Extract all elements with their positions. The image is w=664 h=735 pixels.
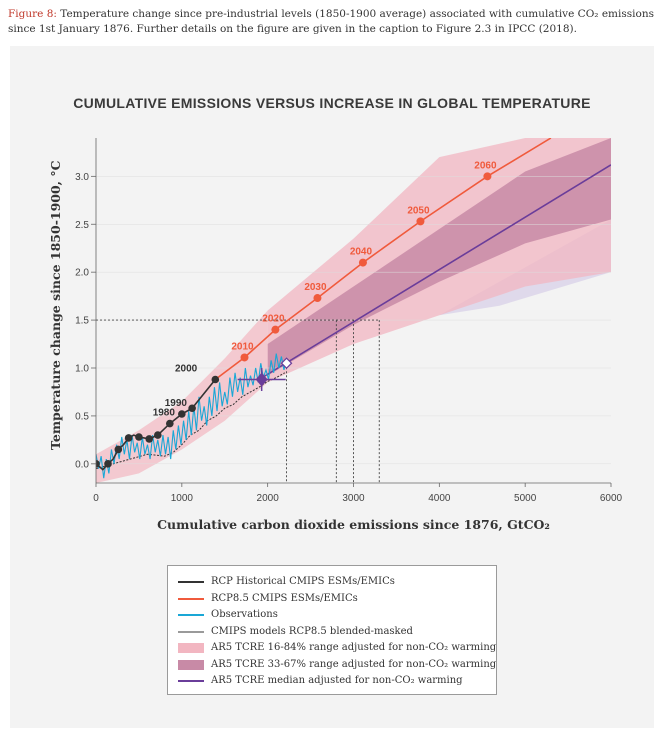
x-tick-label: 6000 (600, 493, 623, 504)
tcre-median-line (258, 164, 611, 381)
historical-point (154, 431, 162, 439)
legend-label: CMIPS models RCP8.5 blended-masked (211, 625, 413, 637)
legend-label: AR5 TCRE 16-84% range adjusted for non-C… (211, 642, 497, 653)
year-label: 2020 (262, 314, 285, 325)
historical-point (166, 419, 174, 428)
caption-line-1: Temperature change since pre-industrial … (60, 8, 654, 20)
legend-label: RCP Historical CMIPS ESMs/EMICs (211, 576, 395, 587)
year-label: 2000 (175, 364, 198, 375)
y-tick-label: 0.0 (75, 459, 89, 470)
rcp85-point (271, 325, 280, 334)
legend-item: RCP8.5 CMIPS ESMs/EMICs (178, 591, 490, 606)
y-axis-label: Temperature change since 1850-1900, °C (48, 160, 63, 450)
y-tick-label: 2.0 (75, 268, 89, 279)
legend-item: Observations (178, 607, 490, 622)
historical-point (104, 460, 112, 468)
historical-point (178, 410, 186, 418)
tcre-33-67-band (267, 138, 611, 376)
legend-label: AR5 TCRE median adjusted for non-CO₂ war… (211, 675, 463, 686)
rcp85-point (483, 172, 492, 181)
year-label: 2050 (407, 205, 430, 216)
y-tick-label: 1.5 (75, 316, 89, 327)
legend-label: RCP8.5 CMIPS ESMs/EMICs (211, 592, 358, 604)
observed-diamond-marker (255, 372, 268, 387)
historical-point (96, 460, 100, 468)
x-tick-label: 4000 (428, 493, 451, 504)
legend-item: AR5 TCRE 33-67% range adjusted for non-C… (178, 657, 496, 672)
y-tick-label: 0.5 (75, 411, 89, 422)
legend-swatch-box (178, 643, 204, 653)
legend-swatch-box (178, 659, 204, 670)
y-tick-label: 2.5 (75, 220, 89, 231)
observations-line (96, 353, 288, 479)
historical-point (114, 445, 123, 454)
legend-swatch-line (178, 614, 204, 616)
chart-title: CUMULATIVE EMISSIONS VERSUS INCREASE IN … (73, 95, 591, 111)
legend-label: Observations (211, 609, 278, 620)
legend-swatch-line (178, 581, 204, 583)
legend-swatch-line (178, 630, 204, 633)
x-tick-label: 1000 (171, 493, 194, 504)
plot-area (96, 138, 611, 483)
figure-label: Figure 8: (8, 8, 57, 20)
x-tick-label: 0 (93, 493, 99, 504)
historical-point (145, 435, 154, 443)
x-tick-label: 5000 (514, 493, 537, 504)
historical-point (124, 434, 133, 442)
rcp85-point (240, 353, 249, 362)
legend-swatch-line (178, 597, 204, 600)
y-tick-label: 1.0 (75, 364, 89, 375)
legend-item: AR5 TCRE median adjusted for non-CO₂ war… (178, 673, 490, 688)
historical-point (188, 404, 196, 413)
y-tick-label: 3.0 (75, 172, 89, 183)
historical-point (135, 433, 143, 441)
rcp85-line (214, 138, 552, 381)
legend: RCP Historical CMIPS ESMs/EMICs RCP8.5 CM… (167, 565, 497, 695)
caption-line-2: since 1st January 1876. Further details … (8, 23, 577, 35)
rcp85-point (358, 258, 367, 267)
rcp85-point (416, 217, 425, 226)
legend-swatch-line (178, 680, 204, 682)
year-label: 2060 (474, 160, 497, 171)
x-axis-label: Cumulative carbon dioxide emissions sinc… (157, 517, 550, 532)
legend-item: CMIPS models RCP8.5 blended-masked (178, 624, 490, 639)
x-tick-label: 2000 (257, 493, 280, 504)
year-label: 2010 (231, 341, 254, 352)
year-label: 1980 (153, 408, 176, 419)
x-tick-label: 3000 (342, 493, 365, 504)
rcp85-point (313, 294, 322, 303)
estimate-diamond-marker (280, 357, 293, 370)
year-label: 1990 (165, 398, 188, 409)
historical-point (211, 375, 220, 384)
legend-item: RCP Historical CMIPS ESMs/EMICs (178, 574, 490, 589)
legend-item: AR5 TCRE 16-84% range adjusted for non-C… (178, 640, 496, 655)
year-label: 2040 (350, 247, 373, 258)
legend-label: AR5 TCRE 33-67% range adjusted for non-C… (211, 658, 497, 670)
figure-caption: Figure 8: Temperature change since pre-i… (8, 7, 656, 37)
year-label: 2030 (304, 282, 327, 293)
